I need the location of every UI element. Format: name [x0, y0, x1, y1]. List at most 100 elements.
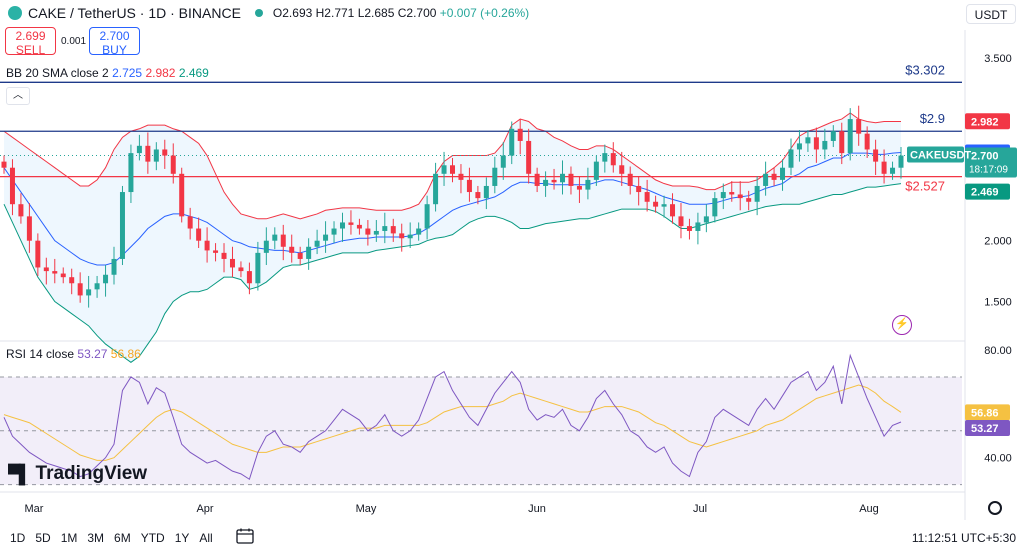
timeframe-6m[interactable]: 6M: [114, 531, 131, 545]
candle-body: [179, 173, 185, 217]
candle-body: [517, 128, 523, 141]
candle-body: [543, 179, 549, 186]
candle-body: [416, 228, 422, 235]
candle-body: [661, 204, 667, 207]
currency-button[interactable]: USDT: [966, 4, 1016, 24]
candle-body: [636, 185, 642, 193]
timeframe-all[interactable]: All: [199, 531, 213, 545]
time-tick-mar: Mar: [25, 503, 44, 515]
ohlc-values: O2.693 H2.771 L2.685 C2.700 +0.007 (+0.2…: [273, 6, 529, 20]
level-label-2: $2.527: [905, 179, 945, 194]
candle-body: [551, 179, 557, 183]
timeframe-ytd[interactable]: YTD: [140, 531, 165, 545]
candle-body: [686, 226, 692, 231]
time-tick-apr: Apr: [196, 503, 213, 515]
rsi-legend[interactable]: RSI 14 close 53.27 56.86: [6, 347, 141, 361]
bb-lower-line: [3, 183, 902, 363]
candle-body: [822, 140, 828, 150]
rsi-label: RSI 14 close: [6, 347, 75, 361]
timeframe-1m[interactable]: 1M: [60, 531, 78, 545]
candle-body: [746, 198, 752, 202]
candle-body: [136, 145, 142, 154]
candle-body: [263, 240, 269, 253]
candle-body: [729, 192, 735, 195]
rsi-ma-line: [3, 384, 902, 461]
candle-body: [856, 119, 862, 134]
rsi-line: [3, 353, 902, 481]
candle-body: [229, 258, 235, 268]
candle-body: [60, 273, 66, 278]
candle-body: [18, 204, 24, 217]
candle-body: [26, 216, 32, 241]
last-price-tag: 2.700: [971, 151, 999, 163]
timeframe-3m[interactable]: 3M: [87, 531, 105, 545]
candle-body: [593, 161, 599, 180]
candle-body: [492, 167, 498, 186]
candle-body: [246, 271, 252, 284]
buy-button[interactable]: 2.700 BUY: [89, 27, 140, 57]
countdown-tag: 18:17:09: [969, 165, 1008, 176]
candle-body: [77, 283, 83, 296]
candle-body: [644, 192, 650, 202]
candle-body: [813, 137, 819, 150]
candle-body: [560, 173, 566, 183]
cake-logo-icon: [8, 6, 22, 20]
candle-body: [703, 216, 709, 223]
candle-body: [458, 173, 464, 180]
tradingview-logo-icon: ▀▌: [8, 463, 31, 484]
time-tick-jul: Jul: [693, 503, 707, 515]
candle-body: [653, 201, 659, 207]
bb-legend[interactable]: BB 20 SMA close 2 2.725 2.982 2.469: [6, 66, 209, 80]
time-tick-may: May: [356, 503, 377, 515]
candle-body: [678, 216, 684, 227]
lower-band-tag-bg: [965, 183, 1010, 200]
candle-body: [610, 153, 616, 166]
candle-body: [323, 234, 329, 241]
bb-basis-value: 2.725: [112, 66, 143, 80]
high-value: H2.771: [315, 6, 355, 20]
collapse-legend-button[interactable]: ︿: [6, 87, 30, 105]
bb-basis-line: [3, 152, 902, 266]
candle-body: [382, 226, 388, 231]
last-price-tag-bg: [965, 147, 1017, 178]
candle-body: [103, 274, 109, 284]
candle-body: [433, 173, 439, 205]
candle-body: [881, 161, 887, 174]
tradingview-watermark: ▀▌ TradingView: [8, 463, 147, 485]
candle-body: [297, 252, 303, 259]
change-value: +0.007 (+0.26%): [439, 6, 530, 20]
rsi-tick: 40.00: [984, 453, 1012, 465]
candle-body: [526, 140, 532, 174]
rsi-ma-value: 56.86: [110, 347, 141, 361]
candle-body: [737, 194, 743, 199]
candle-body: [43, 267, 49, 272]
rsi-ma-tag: 56.86: [971, 407, 999, 419]
rsi-tick: 80.00: [984, 345, 1012, 357]
symbol-title[interactable]: CAKE / TetherUS · 1D · BINANCE: [28, 5, 241, 21]
candle-body: [483, 185, 489, 199]
rsi-ma-tag-bg: [965, 404, 1010, 421]
candle-body: [145, 145, 151, 162]
candle-body: [356, 224, 362, 229]
sell-button[interactable]: 2.699 SELL: [5, 27, 56, 57]
bb-label: BB 20 SMA close 2: [6, 66, 109, 80]
candle-body: [373, 230, 379, 235]
low-value: L2.685: [357, 6, 395, 20]
timeframe-5d[interactable]: 5D: [35, 531, 51, 545]
timeframe-1d[interactable]: 1D: [10, 531, 26, 545]
clock[interactable]: 11:12:51 UTC+5:30: [911, 531, 1016, 545]
candle-body: [424, 204, 430, 229]
candle-body: [348, 222, 354, 225]
candle-body: [670, 204, 676, 217]
sell-label: SELL: [15, 43, 46, 57]
candle-body: [35, 240, 41, 268]
market-status-icon: [254, 9, 263, 17]
calendar-icon[interactable]: [236, 528, 254, 544]
settings-gear-icon[interactable]: [988, 501, 1002, 515]
timeframe-1y[interactable]: 1Y: [174, 531, 190, 545]
candle-body: [509, 128, 515, 156]
flash-icon[interactable]: ⚡: [892, 315, 912, 335]
upper-band-tag: 2.982: [971, 116, 999, 128]
price-tick: 2.000: [984, 236, 1012, 248]
